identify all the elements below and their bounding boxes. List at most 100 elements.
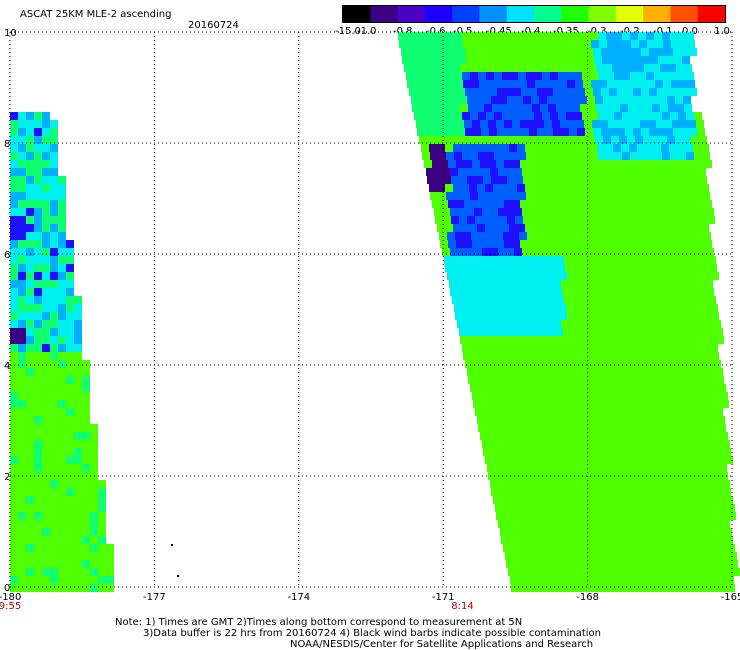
data-cell (694, 304, 702, 312)
data-cell (625, 360, 633, 368)
data-cell (526, 32, 534, 40)
data-cell (687, 272, 695, 280)
data-cell (34, 368, 42, 376)
data-cell (537, 400, 545, 408)
data-cell (555, 216, 563, 224)
data-cell (708, 296, 716, 304)
data-cell (668, 256, 676, 264)
data-cell (677, 264, 685, 272)
data-cell (425, 88, 433, 96)
data-cell (42, 232, 50, 240)
data-cell (552, 120, 560, 128)
data-cell (607, 352, 615, 360)
data-cell (529, 552, 537, 560)
data-cell (514, 440, 522, 448)
data-cell (557, 264, 565, 272)
data-cell (18, 512, 26, 520)
data-cell (617, 128, 625, 136)
data-cell (18, 200, 26, 208)
data-cell (703, 544, 711, 552)
data-cell (509, 184, 517, 192)
data-cell (58, 296, 66, 304)
data-cell (487, 464, 495, 472)
data-cell (577, 128, 585, 136)
data-cell (550, 192, 558, 200)
data-cell (446, 152, 454, 160)
data-cell (682, 208, 690, 216)
data-cell (566, 112, 574, 120)
data-cell (687, 504, 695, 512)
data-cell (599, 80, 607, 88)
data-cell (645, 536, 653, 544)
data-cell (681, 360, 689, 368)
data-cell (565, 496, 573, 504)
data-cell (653, 184, 661, 192)
data-cell (616, 512, 624, 520)
data-cell (649, 88, 657, 96)
data-cell (597, 456, 605, 464)
data-cell (626, 440, 634, 448)
data-cell (543, 464, 551, 472)
data-cell (575, 312, 583, 320)
data-cell (580, 528, 588, 536)
data-cell (457, 128, 465, 136)
data-cell (452, 104, 460, 112)
data-cell (559, 312, 567, 320)
data-cell (502, 152, 510, 160)
data-cell (558, 304, 566, 312)
colorbar-segment (506, 6, 535, 22)
data-cell (404, 64, 412, 72)
data-cell (42, 512, 50, 520)
data-cell (514, 208, 522, 216)
data-cell (539, 408, 547, 416)
data-cell (66, 528, 74, 536)
data-cell (469, 264, 477, 272)
data-cell (26, 384, 34, 392)
data-cell (502, 112, 510, 120)
data-cell (50, 392, 58, 400)
data-cell (90, 528, 98, 536)
data-cell (582, 72, 590, 80)
data-cell (442, 208, 450, 216)
data-cell (536, 512, 544, 520)
data-cell (577, 400, 585, 408)
data-cell (660, 296, 668, 304)
data-cell (588, 296, 596, 304)
data-cell (552, 472, 560, 480)
data-cell (522, 440, 530, 448)
data-cell (592, 240, 600, 248)
data-cell (483, 368, 491, 376)
data-cell (675, 136, 683, 144)
data-cell (447, 80, 455, 88)
data-cell (581, 416, 589, 424)
data-cell (34, 336, 42, 344)
data-cell (624, 120, 632, 128)
data-cell (708, 336, 716, 344)
data-cell (563, 96, 571, 104)
data-cell (575, 504, 583, 512)
data-cell (638, 344, 646, 352)
data-cell (520, 120, 528, 128)
data-cell (644, 64, 652, 72)
data-cell (556, 336, 564, 344)
data-cell (712, 512, 720, 520)
data-cell (18, 168, 26, 176)
data-cell (26, 224, 34, 232)
data-cell (675, 408, 683, 416)
data-cell (549, 224, 557, 232)
data-cell (445, 144, 453, 152)
data-cell (414, 72, 422, 80)
data-cell (524, 64, 532, 72)
data-cell (652, 528, 660, 536)
data-cell (640, 472, 648, 480)
data-cell (499, 328, 507, 336)
data-cell (671, 80, 679, 88)
data-cell (514, 520, 522, 528)
data-cell (586, 560, 594, 568)
data-cell (670, 72, 678, 80)
data-cell (50, 224, 58, 232)
data-cell (587, 328, 595, 336)
data-cell (654, 112, 662, 120)
data-cell (457, 88, 465, 96)
data-cell (603, 176, 611, 184)
